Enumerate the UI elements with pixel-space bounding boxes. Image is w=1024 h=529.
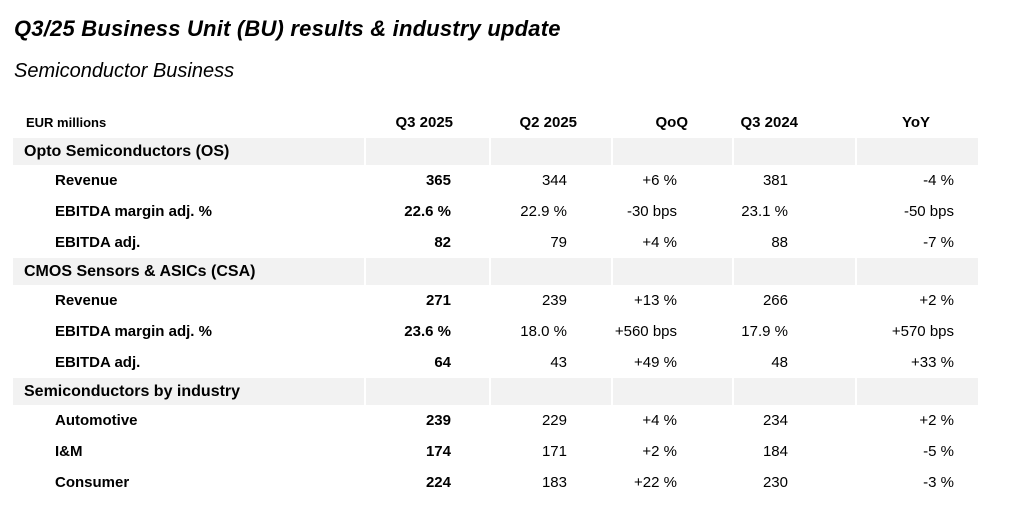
- section-header-row-industry: Semiconductors by industry: [13, 378, 978, 405]
- section-title: Opto Semiconductors (OS): [13, 138, 365, 165]
- cell-value: +560 bps: [614, 323, 677, 340]
- cell-value: -3 %: [923, 474, 954, 491]
- cell-value: +13 %: [634, 292, 677, 309]
- cell-value: -4 %: [923, 172, 954, 189]
- table-row-csa-ebitda-adj: EBITDA adj. 64 43 +49 % 48 +33 %: [13, 347, 978, 378]
- cell-value: 174: [425, 443, 451, 460]
- row-label: Revenue: [55, 292, 118, 309]
- cell-value: 184: [762, 443, 788, 460]
- row-label: Consumer: [55, 474, 130, 491]
- cell-value: 48: [771, 354, 788, 371]
- section-row-cell: [489, 378, 612, 405]
- section-header-row-os: Opto Semiconductors (OS): [13, 138, 978, 165]
- row-label: EBITDA adj.: [55, 354, 141, 371]
- section-row-cell: [611, 138, 733, 165]
- cell-value: 82: [434, 234, 451, 251]
- cell-value: 183: [541, 474, 567, 491]
- section-title: Semiconductors by industry: [13, 378, 365, 405]
- cell-value: 23.6 %: [404, 323, 451, 340]
- cell-value: 22.9 %: [520, 203, 567, 220]
- cell-value: +570 bps: [891, 323, 954, 340]
- table-row-os-revenue: Revenue 365 344 +6 % 381 -4 %: [13, 165, 978, 196]
- section-row-cell: [489, 258, 612, 285]
- table-row-os-ebitda-adj: EBITDA adj. 82 79 +4 % 88 -7 %: [13, 227, 978, 258]
- section-title: CMOS Sensors & ASICs (CSA): [13, 258, 365, 285]
- table-row-csa-ebitda-margin: EBITDA margin adj. % 23.6 % 18.0 % +560 …: [13, 316, 978, 347]
- cell-value: -50 bps: [903, 203, 954, 220]
- section-row-cell: [855, 378, 978, 405]
- section-row-cell: [732, 138, 856, 165]
- cell-value: 17.9 %: [741, 323, 788, 340]
- cell-value: +4 %: [642, 412, 677, 429]
- section-header-row-csa: CMOS Sensors & ASICs (CSA): [13, 258, 978, 285]
- cell-value: +22 %: [634, 474, 677, 491]
- cell-value: 22.6 %: [404, 203, 451, 220]
- cell-value: 381: [762, 172, 788, 189]
- section-row-cell: [732, 378, 856, 405]
- cell-value: 43: [550, 354, 567, 371]
- cell-value: 230: [762, 474, 788, 491]
- row-label: EBITDA adj.: [55, 234, 141, 251]
- cell-value: 234: [762, 412, 788, 429]
- row-label: EBITDA margin adj. %: [55, 203, 212, 220]
- cell-value: +33 %: [911, 354, 954, 371]
- cell-value: 266: [762, 292, 788, 309]
- cell-value: -7 %: [923, 234, 954, 251]
- table-row-csa-revenue: Revenue 271 239 +13 % 266 +2 %: [13, 285, 978, 316]
- section-row-cell: [855, 258, 978, 285]
- cell-value: 224: [425, 474, 451, 491]
- slide-subtitle: Semiconductor Business: [14, 60, 235, 82]
- table-row-os-ebitda-margin: EBITDA margin adj. % 22.6 % 22.9 % -30 b…: [13, 196, 978, 227]
- cell-value: 344: [541, 172, 567, 189]
- cell-value: +6 %: [642, 172, 677, 189]
- cell-value: 64: [434, 354, 451, 371]
- table-row-automotive: Automotive 239 229 +4 % 234 +2 %: [13, 405, 978, 436]
- cell-value: -5 %: [923, 443, 954, 460]
- cell-value: 365: [425, 172, 451, 189]
- cell-value: +49 %: [634, 354, 677, 371]
- row-label: Revenue: [55, 172, 118, 189]
- cell-value: 18.0 %: [520, 323, 567, 340]
- row-label: Automotive: [55, 412, 138, 429]
- section-row-cell: [611, 378, 733, 405]
- cell-value: +4 %: [642, 234, 677, 251]
- section-row-cell: [364, 258, 490, 285]
- section-row-cell: [489, 138, 612, 165]
- section-row-cell: [611, 258, 733, 285]
- cell-value: 271: [425, 292, 451, 309]
- section-row-cell: [855, 138, 978, 165]
- cell-value: 239: [541, 292, 567, 309]
- column-header-q3-2025: Q3 2025: [395, 113, 453, 131]
- table-header-row: EUR millions Q3 2025 Q2 2025 QoQ Q3 2024…: [13, 106, 978, 138]
- cell-value: 79: [550, 234, 567, 251]
- cell-value: +2 %: [919, 412, 954, 429]
- table-row-consumer: Consumer 224 183 +22 % 230 -3 %: [13, 467, 978, 498]
- cell-value: 88: [771, 234, 788, 251]
- cell-value: +2 %: [919, 292, 954, 309]
- column-header-qoq: QoQ: [655, 113, 689, 131]
- column-header-q3-2024: Q3 2024: [740, 113, 798, 131]
- section-row-cell: [732, 258, 856, 285]
- section-row-cell: [364, 378, 490, 405]
- slide-title: Q3/25 Business Unit (BU) results & indus…: [14, 16, 561, 41]
- cell-value: 171: [541, 443, 567, 460]
- cell-value: 229: [541, 412, 567, 429]
- cell-value: 239: [425, 412, 451, 429]
- column-header-yoy: YoY: [901, 113, 930, 131]
- cell-value: 23.1 %: [741, 203, 788, 220]
- cell-value: -30 bps: [626, 203, 677, 220]
- results-table: EUR millions Q3 2025 Q2 2025 QoQ Q3 2024…: [13, 106, 978, 498]
- column-header-q2-2025: Q2 2025: [519, 113, 577, 131]
- section-row-cell: [364, 138, 490, 165]
- row-label: EBITDA margin adj. %: [55, 323, 212, 340]
- cell-value: +2 %: [642, 443, 677, 460]
- table-row-im: I&M 174 171 +2 % 184 -5 %: [13, 436, 978, 467]
- row-label: I&M: [55, 443, 83, 460]
- units-label: EUR millions: [26, 114, 107, 130]
